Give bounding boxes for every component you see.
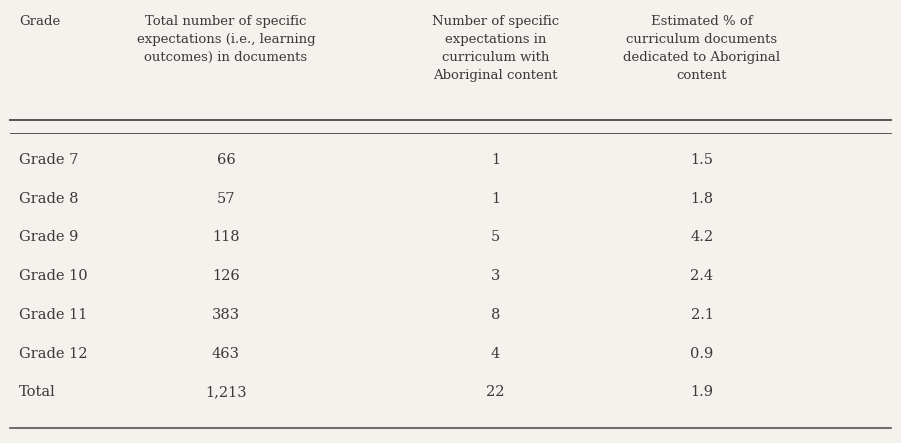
Text: 463: 463	[212, 346, 240, 361]
Text: 1.8: 1.8	[690, 192, 714, 206]
Text: Grade: Grade	[19, 15, 60, 27]
Text: Grade 7: Grade 7	[19, 153, 78, 167]
Text: Grade 12: Grade 12	[19, 346, 88, 361]
Text: 1.9: 1.9	[690, 385, 714, 399]
Text: 4.2: 4.2	[690, 230, 714, 245]
Text: Grade 9: Grade 9	[19, 230, 78, 245]
Text: 66: 66	[216, 153, 235, 167]
Text: 57: 57	[217, 192, 235, 206]
Text: 383: 383	[212, 308, 240, 322]
Text: 118: 118	[212, 230, 240, 245]
Text: 1,213: 1,213	[205, 385, 247, 399]
Text: 5: 5	[491, 230, 500, 245]
Text: 0.9: 0.9	[690, 346, 714, 361]
Text: Grade 8: Grade 8	[19, 192, 79, 206]
Text: 2.1: 2.1	[690, 308, 714, 322]
Text: Total: Total	[19, 385, 56, 399]
Text: 1: 1	[491, 192, 500, 206]
Text: Grade 10: Grade 10	[19, 269, 88, 283]
Text: 4: 4	[491, 346, 500, 361]
Text: 22: 22	[487, 385, 505, 399]
Text: Number of specific
expectations in
curriculum with
Aboriginal content: Number of specific expectations in curri…	[432, 15, 559, 82]
Text: 2.4: 2.4	[690, 269, 714, 283]
Text: Total number of specific
expectations (i.e., learning
outcomes) in documents: Total number of specific expectations (i…	[137, 15, 315, 64]
Text: 126: 126	[212, 269, 240, 283]
Text: Grade 11: Grade 11	[19, 308, 87, 322]
Text: 8: 8	[491, 308, 500, 322]
Text: Estimated % of
curriculum documents
dedicated to Aboriginal
content: Estimated % of curriculum documents dedi…	[623, 15, 780, 82]
Text: 1: 1	[491, 153, 500, 167]
Text: 3: 3	[491, 269, 500, 283]
Text: 1.5: 1.5	[690, 153, 714, 167]
